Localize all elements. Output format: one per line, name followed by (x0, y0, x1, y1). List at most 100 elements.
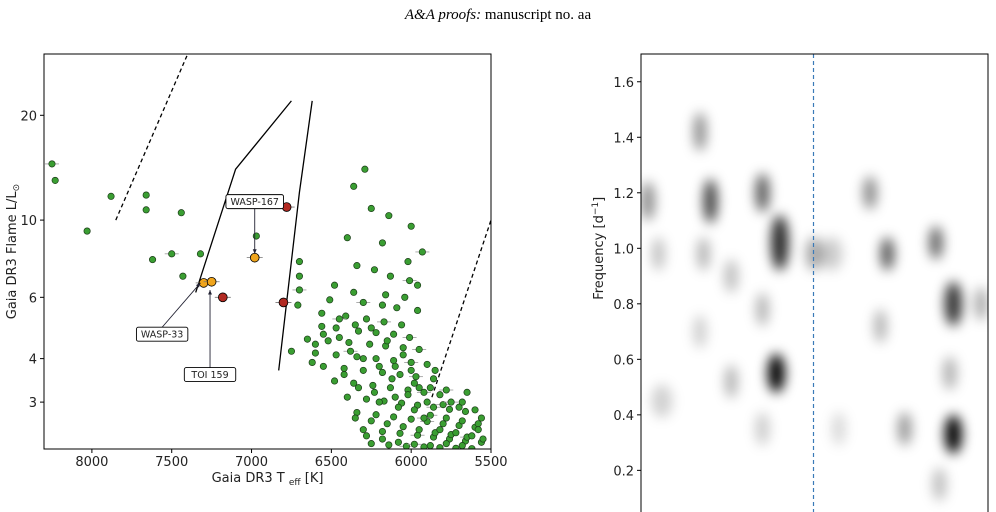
heatmap-blob-25 (932, 467, 947, 501)
field-star-point (340, 370, 348, 379)
field-star-point (295, 286, 303, 294)
y-tick-label: 3 (29, 396, 37, 411)
field-star-point (383, 420, 391, 428)
field-star-point (303, 335, 311, 343)
field-star-point (390, 330, 398, 338)
field-star-point (345, 338, 353, 347)
field-star-point (196, 250, 205, 258)
track-line-3 (431, 219, 491, 398)
annotation-label-0: WASP-167 (230, 197, 278, 208)
annotation-label-1: WASP-33 (141, 330, 183, 341)
field-star-point (252, 232, 260, 240)
field-star-point (318, 322, 326, 330)
field-star-point (168, 250, 176, 258)
heatmap-blob-22 (944, 281, 962, 327)
heatmap-blob-4 (703, 178, 718, 224)
x-axis-label: Gaia DR3 T eff [K] (212, 471, 324, 488)
annotation-arrow-1 (161, 282, 201, 328)
freq-y-axis-label: Frequency [d−1] (591, 197, 607, 300)
field-star-point (319, 362, 327, 370)
heatmap-blob-18 (880, 237, 895, 271)
field-star-point (332, 324, 340, 332)
field-star-point (420, 388, 428, 396)
y-tick-label: 10 (20, 214, 37, 229)
field-star-point (414, 281, 422, 289)
field-star-point (340, 364, 348, 372)
field-star-point (412, 373, 420, 381)
field-star-point (398, 321, 406, 329)
field-star-point (406, 277, 414, 285)
target-star-point-0 (198, 278, 209, 288)
annotation-box-2 (183, 367, 237, 382)
field-star-point (442, 386, 450, 394)
field-star-point (452, 444, 460, 449)
x-tick-label: 6500 (315, 455, 348, 470)
field-star-point (404, 258, 412, 266)
heatmap-blob-7 (724, 259, 739, 293)
heatmap-blob-24 (942, 356, 957, 390)
field-star-point (431, 366, 439, 374)
field-star-point (442, 414, 450, 422)
y-tick-label: 20 (20, 109, 37, 124)
field-star-point (361, 165, 369, 173)
y-tick-label: 6 (29, 291, 37, 306)
field-star-point (477, 414, 485, 422)
field-star-point (382, 291, 390, 299)
field-star-point (442, 440, 450, 448)
heatmap-blob-8 (724, 364, 738, 399)
field-star-point (335, 315, 343, 323)
field-star-point (372, 329, 380, 337)
field-star-point (386, 384, 394, 392)
field-star-point (295, 258, 303, 266)
field-star-point (353, 353, 361, 361)
x-tick-label: 7000 (235, 455, 268, 470)
field-star-point (367, 440, 375, 448)
field-star-point (375, 362, 383, 370)
field-star-point (375, 398, 383, 406)
field-star-point (378, 239, 386, 247)
field-star-point (330, 281, 339, 289)
field-star-point (351, 321, 359, 329)
field-star-point (350, 182, 358, 190)
freq-y-tick-label: 0.2 (613, 464, 634, 479)
field-star-point (311, 340, 319, 348)
field-star-point (471, 406, 479, 414)
field-star-point (311, 349, 319, 357)
heatmap-blob-5 (697, 237, 710, 271)
heatmap-blob-13 (755, 412, 770, 446)
field-star-point (399, 423, 407, 431)
heatmap-area (641, 112, 988, 501)
field-star-point (386, 272, 394, 280)
freq-y-tick-label: 0.8 (613, 298, 634, 313)
annotation-label-2: TOI 159 (190, 370, 228, 381)
field-star-point (48, 160, 56, 168)
field-star-point (295, 272, 303, 280)
field-star-point (474, 420, 482, 428)
annotation-box-0 (225, 194, 284, 210)
field-star-point (410, 379, 418, 387)
field-star-point (458, 398, 466, 406)
field-star-point (426, 411, 434, 419)
heatmap-blob-21 (929, 226, 943, 260)
field-star-point (287, 347, 295, 355)
heatmap-blob-26 (974, 287, 988, 321)
field-star-point (474, 426, 482, 434)
field-star-point (426, 384, 434, 392)
field-star-point (420, 414, 428, 422)
field-star-point (394, 403, 402, 411)
heatmap-blob-10 (771, 214, 789, 271)
x-tick-label: 5500 (474, 455, 507, 470)
field-star-point (359, 298, 367, 306)
field-star-point (458, 417, 466, 425)
field-star-point (410, 440, 418, 448)
field-star-point (429, 375, 438, 383)
heatmap-blob-19 (874, 309, 887, 343)
target-star-point-4 (218, 292, 228, 303)
field-star-point (391, 362, 399, 370)
field-star-point (407, 222, 415, 230)
field-star-point (436, 391, 444, 399)
field-star-point (179, 272, 187, 280)
field-star-point (380, 318, 388, 326)
field-star-point (142, 191, 150, 199)
field-star-point (319, 330, 327, 338)
